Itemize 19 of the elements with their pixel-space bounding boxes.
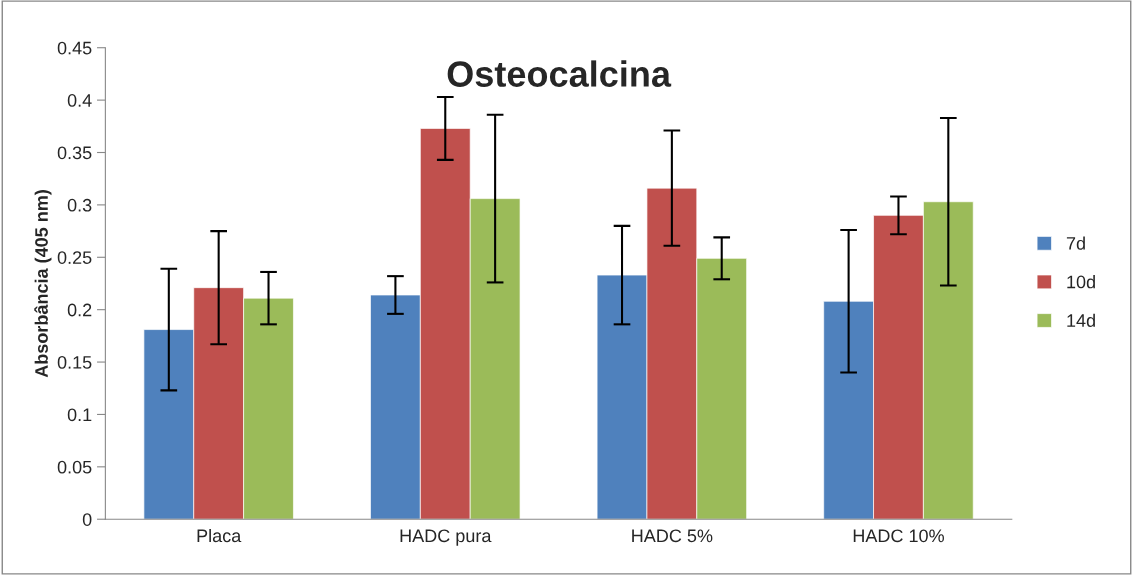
- x-tick-label: Placa: [197, 528, 242, 543]
- y-tick-label: 0.3: [67, 198, 92, 212]
- y-tick-label: 0.4: [67, 94, 92, 107]
- y-tick-label: 0.1: [67, 408, 92, 422]
- y-tick-label: 0.45: [57, 41, 92, 55]
- legend-label: 10d: [1067, 275, 1095, 289]
- legend-label: 7d: [1066, 236, 1085, 250]
- y-tick-label: 0.05: [57, 460, 92, 474]
- y-tick-label: 0.15: [57, 355, 92, 369]
- x-tick-label: HADC 5%: [632, 529, 713, 543]
- legend-label: 14d: [1067, 313, 1095, 327]
- x-tick-label: HADC pura: [400, 529, 492, 546]
- y-tick-label: 0.35: [57, 146, 92, 160]
- x-tick-label: HADC 10%: [853, 529, 944, 543]
- y-tick-label: 0.25: [57, 251, 92, 264]
- chart-title: Osteocalcina: [447, 60, 672, 87]
- y-tick-label: 0: [82, 513, 92, 526]
- y-axis-title: Absorbância (405 nm): [34, 190, 52, 378]
- y-tick-label: 0.2: [67, 303, 92, 317]
